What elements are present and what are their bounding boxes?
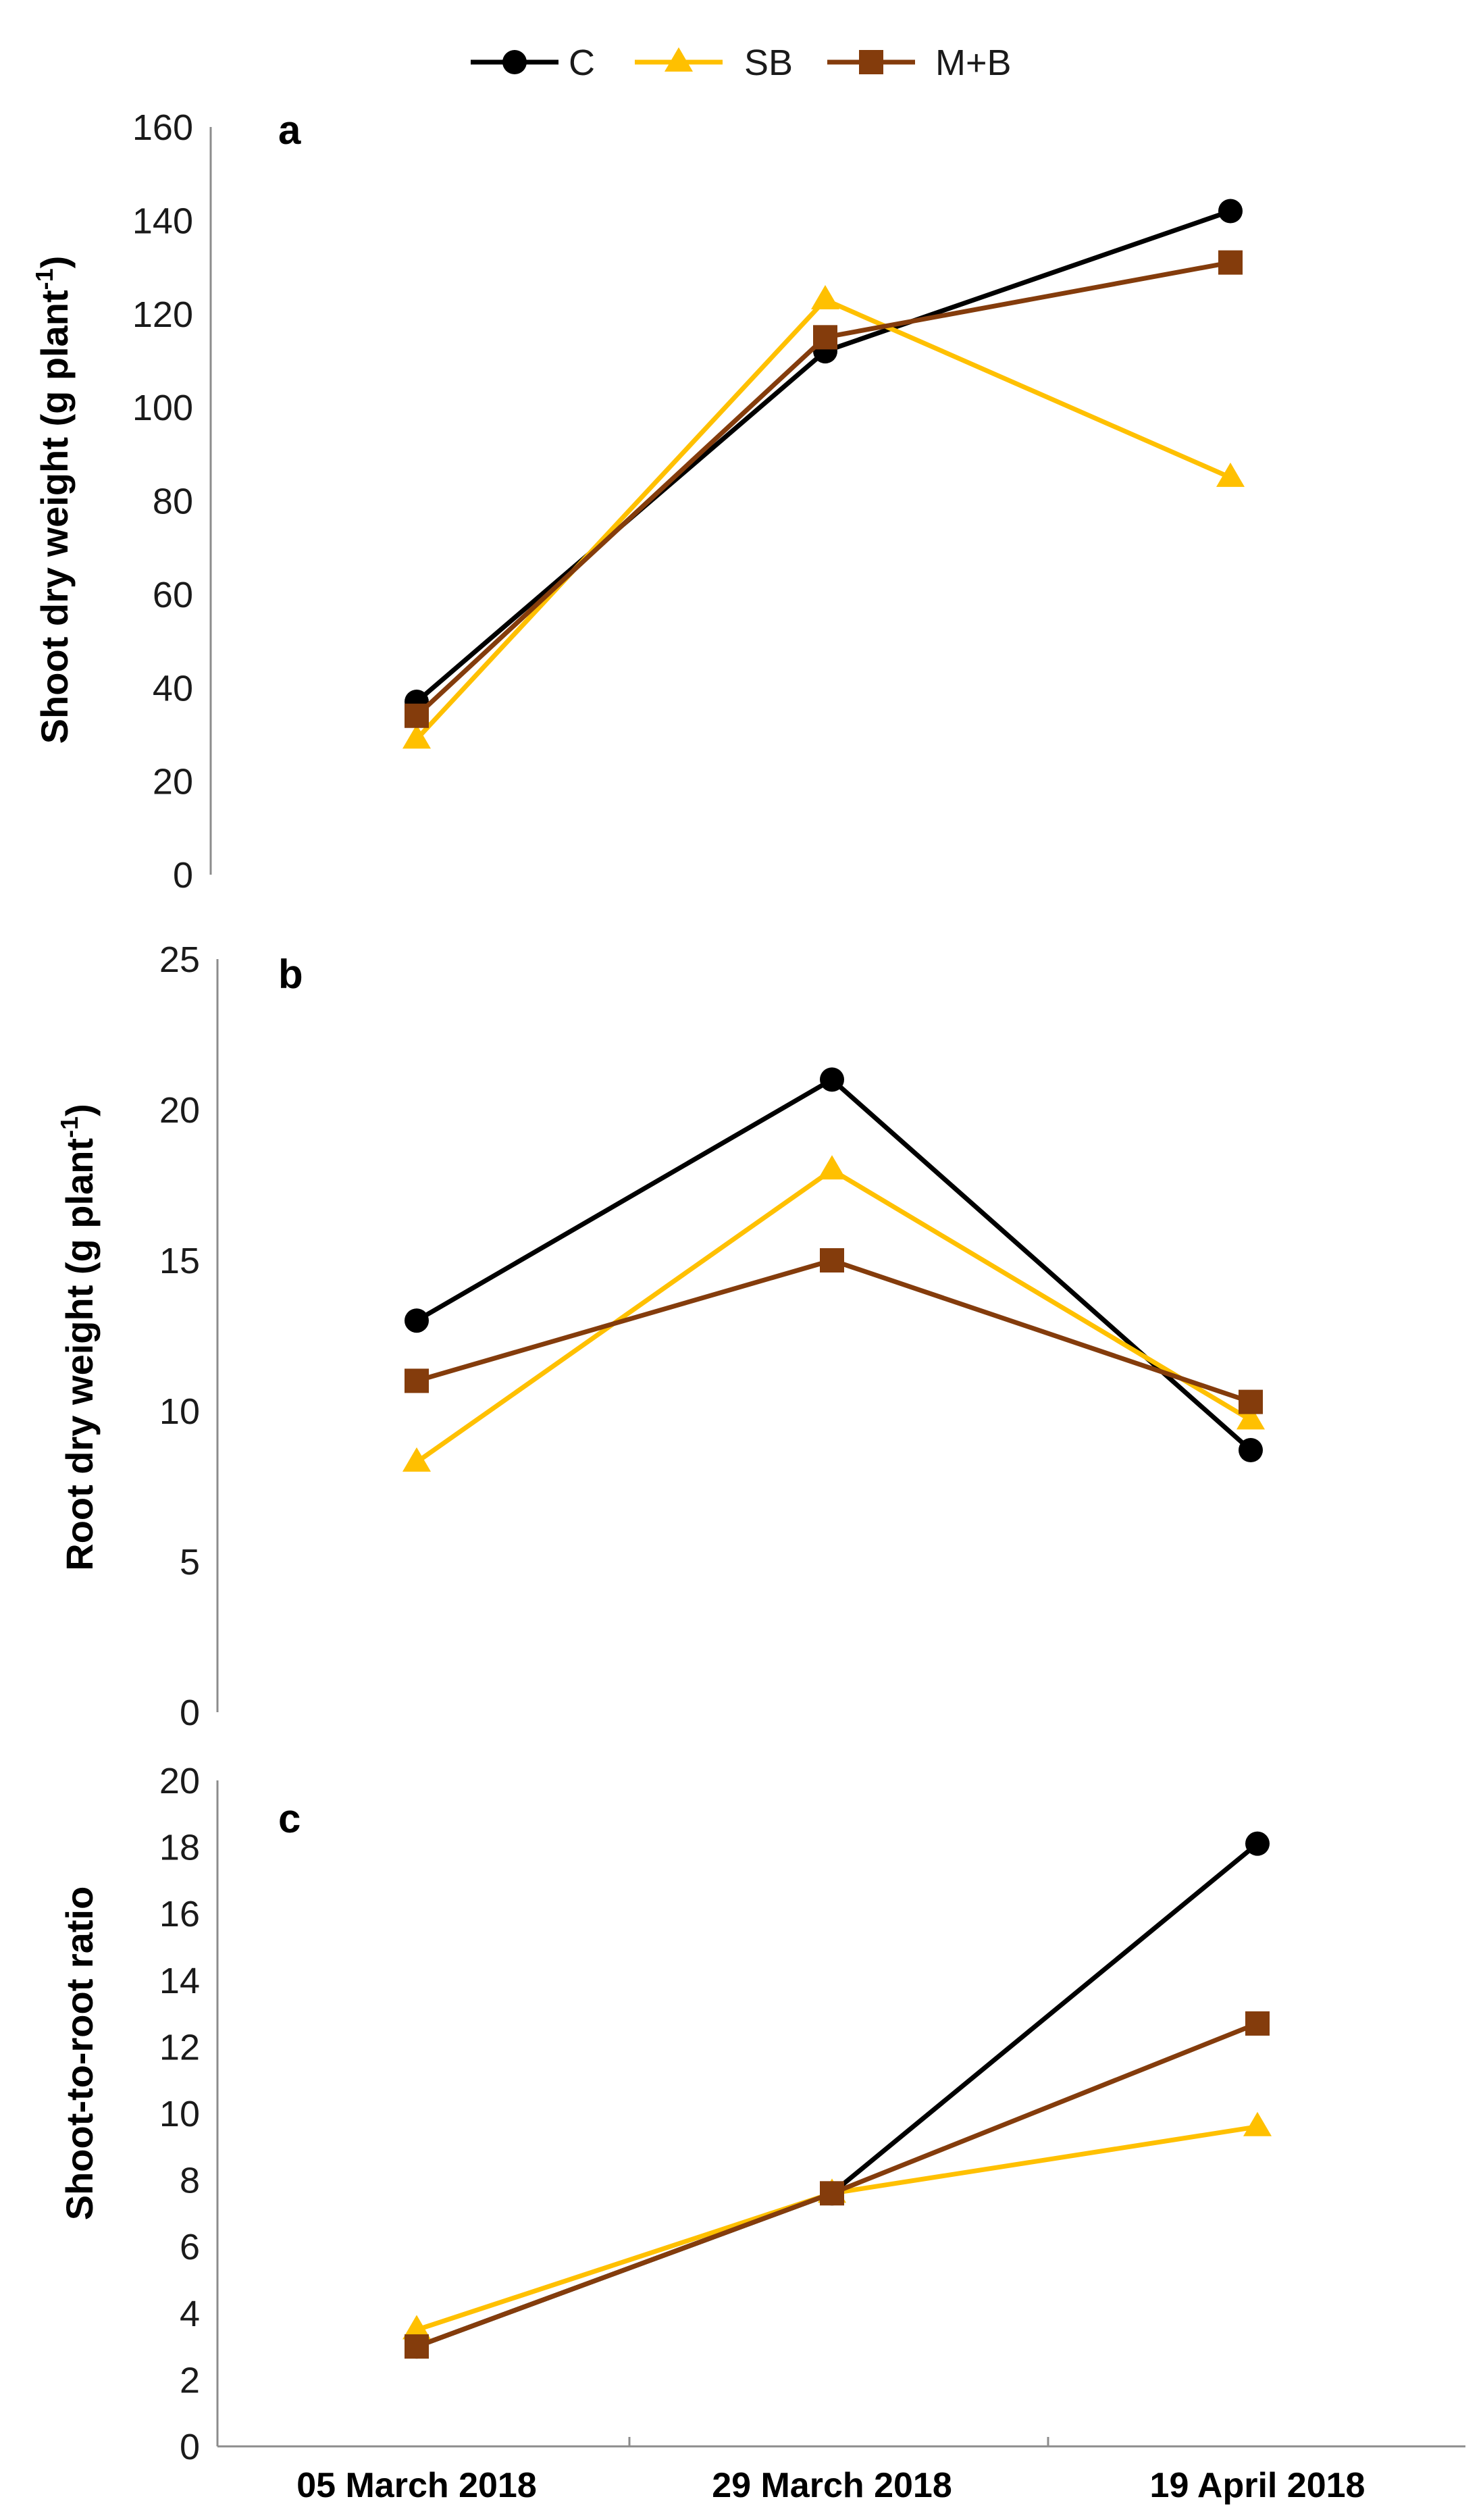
series-c [405, 199, 1243, 715]
y-tick-label: 100 [132, 388, 193, 428]
legend-marker-c [502, 50, 527, 74]
data-point-mb [405, 1368, 429, 1393]
data-point-mb [813, 325, 837, 350]
y-tick-label: 10 [159, 1391, 200, 1432]
y-tick-label: 0 [173, 855, 193, 896]
legend-marker-mb [859, 50, 883, 74]
data-point-c [1239, 1437, 1263, 1462]
y-tick-label: 10 [159, 2094, 200, 2134]
y-tick-label: 20 [153, 762, 193, 802]
data-point-sb [1216, 462, 1245, 487]
panel-a-y-ticks: 0 20 40 60 80 100 120 140 160 [132, 107, 193, 896]
legend-label-mb: M+B [935, 43, 1012, 83]
y-tick-label: 6 [180, 2227, 200, 2267]
data-point-mb [405, 703, 429, 728]
panel-b: b Root dry weight (g plant-1) 0 5 10 15 20 25 [55, 940, 1265, 1733]
y-tick-label: 160 [132, 107, 193, 148]
x-tick-label: 29 March 2018 [712, 2466, 952, 2505]
y-tick-label: 15 [159, 1241, 200, 1281]
y-tick-label: 12 [159, 2027, 200, 2067]
legend-marker-sb [665, 47, 693, 72]
panel-c-series [402, 1831, 1272, 2359]
panel-c: c Shoot-to-root ratio 02468101214161820 … [58, 1761, 1465, 2505]
data-point-mb [1239, 1389, 1263, 1414]
series-c [405, 1067, 1263, 1462]
panel-a-y-axis-label-sup: -1 [30, 268, 58, 290]
panel-a-series [402, 199, 1245, 749]
data-point-sb [1237, 1405, 1265, 1430]
y-tick-label: 18 [159, 1828, 200, 1868]
data-point-mb [1245, 2011, 1270, 2036]
legend-label-sb: SB [744, 43, 793, 83]
y-tick-label: 120 [132, 294, 193, 335]
data-point-c [1218, 199, 1243, 224]
y-tick-label: 20 [159, 1090, 200, 1131]
legend-item-c: C [471, 43, 595, 83]
data-point-sb [402, 1447, 431, 1472]
y-tick-label: 140 [132, 201, 193, 241]
data-point-sb [811, 284, 839, 309]
series-line-mb [416, 1258, 1252, 1404]
panel-b-y-axis-label-main: Root dry weight (g plant [58, 1138, 101, 1571]
series-sb [402, 1155, 1265, 1472]
panel-b-y-axis-label-sup: -1 [55, 1116, 83, 1138]
x-tick-label: 05 March 2018 [296, 2466, 537, 2505]
panel-c-y-ticks: 0 2 4 6 8 10 12 14 16 18 20 [159, 1761, 200, 2467]
data-point-sb [402, 724, 431, 749]
y-tick-label: 16 [159, 1894, 200, 1934]
legend: C SB M+B [471, 43, 1012, 83]
y-tick-label: 8 [180, 2161, 200, 2201]
series-c [405, 1831, 1270, 2359]
legend-item-mb: M+B [827, 43, 1012, 83]
data-point-mb [820, 2181, 844, 2206]
legend-label-c: C [569, 43, 595, 83]
data-point-mb [1218, 250, 1243, 275]
panel-a-y-axis-label-main: Shoot dry weight (g plant [33, 290, 76, 744]
data-point-c [820, 1067, 844, 1092]
y-tick-label: 0 [180, 2427, 200, 2467]
series-line-sb [415, 297, 1232, 741]
panel-a-label: a [278, 107, 301, 153]
panel-a-y-axis-label-end: ) [33, 256, 76, 269]
data-point-sb [818, 1155, 846, 1180]
series-mb [405, 2011, 1270, 2359]
y-tick-label: 2 [180, 2360, 200, 2400]
data-point-sb [402, 2315, 431, 2340]
series-line-c [415, 1841, 1259, 2349]
data-point-mb [820, 1248, 844, 1272]
panel-c-x-tick-labels: 05 March 2018 29 March 2018 19 April 201… [296, 2466, 1365, 2505]
series-line-sb [415, 1167, 1252, 1464]
y-tick-label: 80 [153, 482, 193, 522]
y-tick-label: 14 [159, 1961, 200, 2001]
panel-a: a Shoot dry weight (g plant-1) 0 20 40 60 80… [30, 107, 1245, 896]
y-tick-label: 25 [159, 940, 200, 980]
data-point-mb [405, 2334, 429, 2359]
y-tick-label: 0 [180, 1693, 200, 1733]
y-tick-label: 40 [153, 668, 193, 709]
data-point-sb [1243, 2111, 1272, 2136]
data-point-c [405, 1308, 429, 1333]
data-point-c [1245, 1831, 1270, 1856]
series-mb [405, 1248, 1263, 1414]
legend-item-sb: SB [635, 43, 793, 83]
panel-c-label: c [278, 1796, 301, 1841]
panel-b-y-ticks: 0 5 10 15 20 25 [159, 940, 200, 1733]
panel-b-label: b [278, 952, 303, 997]
panel-b-y-axis-label: Root dry weight (g plant-1) [55, 1104, 101, 1571]
panel-c-y-axis-label: Shoot-to-root ratio [58, 1886, 101, 2221]
y-tick-label: 4 [180, 2294, 200, 2334]
series-mb [405, 250, 1243, 728]
y-tick-label: 5 [180, 1542, 200, 1583]
y-tick-label: 60 [153, 575, 193, 615]
y-tick-label: 20 [159, 1761, 200, 1801]
panel-b-series [402, 1067, 1265, 1472]
panel-a-y-axis-label: Shoot dry weight (g plant-1) [30, 256, 76, 744]
x-tick-label: 19 April 2018 [1150, 2466, 1365, 2505]
panel-b-y-axis-label-end: ) [58, 1104, 101, 1116]
